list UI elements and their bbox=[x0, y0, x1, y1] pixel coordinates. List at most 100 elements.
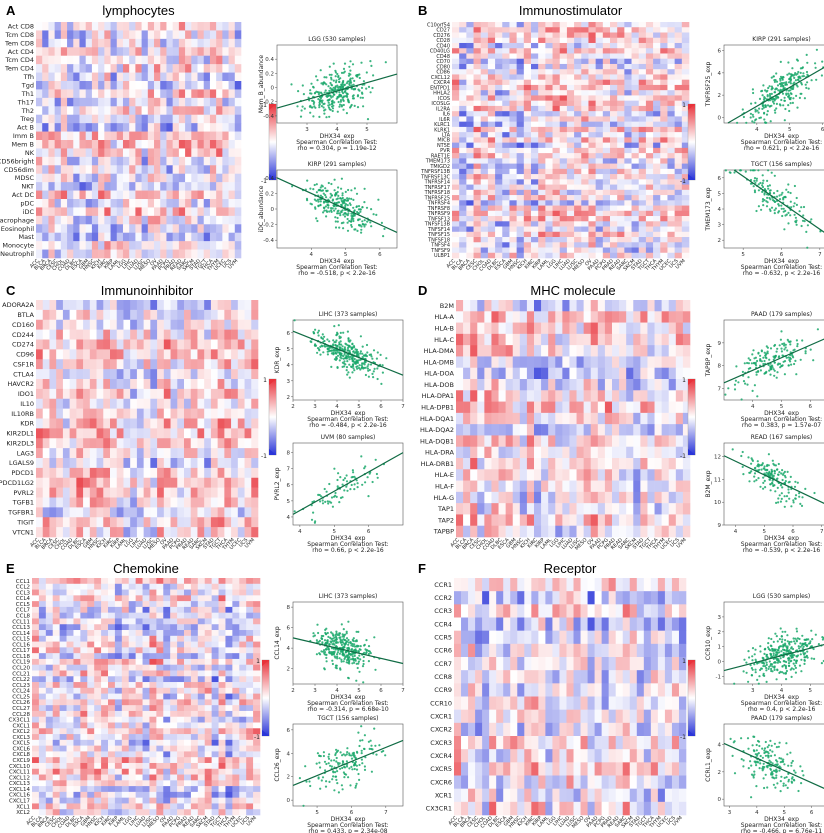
heatmap-cell bbox=[552, 79, 561, 86]
heatmap-cell bbox=[473, 37, 482, 44]
scatter-plot: KIRP (291 samples)4 5 60246DHX34_expSpearm… bbox=[705, 36, 824, 152]
heatmap-cell bbox=[244, 477, 252, 488]
heatmap-cell bbox=[538, 210, 546, 217]
heatmap-cell bbox=[89, 398, 97, 409]
heatmap-cell bbox=[136, 448, 144, 459]
scatter-point bbox=[325, 190, 328, 193]
heatmap-cell bbox=[209, 22, 217, 31]
heatmap-cell bbox=[60, 148, 68, 158]
heatmap-cell bbox=[624, 237, 632, 243]
scatter-point bbox=[372, 370, 375, 373]
x-tick-label: 4 bbox=[335, 127, 339, 133]
heatmap-cell bbox=[509, 126, 517, 133]
heatmap-cell bbox=[523, 22, 532, 28]
heatmap-cell bbox=[574, 205, 582, 212]
heatmap-cell bbox=[143, 458, 151, 469]
heatmap-cell bbox=[459, 63, 467, 70]
heatmap-cell bbox=[552, 84, 561, 91]
heatmap-cell bbox=[566, 189, 575, 196]
heatmap-cell bbox=[552, 42, 561, 49]
scatter-point bbox=[323, 91, 326, 94]
heatmap-cell bbox=[523, 32, 532, 39]
heatmap-cell bbox=[566, 147, 575, 154]
heatmap-cell bbox=[69, 398, 77, 409]
heatmap-cell bbox=[143, 349, 151, 360]
heatmap-cell bbox=[36, 97, 43, 107]
scatter-point bbox=[770, 76, 773, 79]
scatter-point bbox=[345, 369, 348, 372]
heatmap-cell bbox=[96, 408, 104, 419]
scatter-point bbox=[332, 352, 335, 355]
heatmap-cell bbox=[166, 190, 173, 200]
heatmap-cell bbox=[588, 90, 596, 96]
heatmap-cell bbox=[163, 300, 171, 311]
heatmap-cell bbox=[681, 90, 690, 96]
heatmap-cell bbox=[653, 142, 661, 149]
heatmap-cell bbox=[197, 379, 205, 390]
heatmap-cell bbox=[184, 369, 192, 380]
heatmap-cell bbox=[154, 249, 161, 259]
heatmap-cell bbox=[675, 300, 684, 312]
row-label: RAET1E bbox=[431, 153, 450, 159]
heatmap-cell bbox=[674, 242, 683, 248]
stat-test-label: Spearman Correlation Test: bbox=[741, 139, 822, 146]
heatmap-cell bbox=[244, 517, 252, 528]
heatmap-cell bbox=[653, 84, 661, 91]
heatmap-cell bbox=[588, 210, 596, 217]
scatter-point bbox=[348, 81, 352, 84]
heatmap-cell bbox=[170, 428, 178, 439]
heatmap-cell bbox=[103, 309, 111, 321]
heatmap-cell bbox=[91, 22, 99, 31]
scatter-point bbox=[353, 187, 356, 190]
heatmap-cell bbox=[574, 200, 582, 206]
heatmap-cell bbox=[480, 242, 489, 248]
row-label: Tfh bbox=[23, 73, 34, 81]
heatmap-cell bbox=[110, 477, 118, 488]
heatmap-cell bbox=[110, 249, 118, 259]
heatmap-cell bbox=[487, 63, 496, 70]
heatmap-cell bbox=[143, 379, 151, 390]
heatmap-cell bbox=[452, 174, 460, 180]
scatter-point bbox=[353, 369, 356, 372]
heatmap-cell bbox=[452, 231, 460, 238]
heatmap-cell bbox=[237, 349, 245, 360]
heatmap-cell bbox=[473, 48, 482, 54]
heatmap-cell bbox=[91, 72, 99, 82]
heatmap-cell bbox=[185, 89, 192, 99]
heatmap-cell bbox=[566, 168, 575, 175]
heatmap-cell bbox=[129, 72, 136, 82]
heatmap-cell bbox=[647, 322, 655, 335]
heatmap-cell bbox=[62, 458, 70, 469]
heatmap-cell bbox=[79, 182, 86, 191]
heatmap-cell bbox=[197, 319, 205, 330]
heatmap-cell bbox=[538, 53, 546, 60]
heatmap-cell bbox=[516, 252, 525, 259]
heatmap-cell bbox=[452, 168, 460, 175]
heatmap-cell bbox=[62, 428, 70, 439]
row-label: Mast bbox=[18, 233, 34, 241]
heatmap-cell bbox=[143, 497, 151, 508]
heatmap-cell bbox=[516, 189, 525, 196]
heatmap-cell bbox=[645, 158, 654, 164]
heatmap-cell bbox=[76, 527, 84, 538]
heatmap-cell bbox=[163, 507, 171, 518]
scatter-point bbox=[343, 360, 346, 363]
heatmap-cell bbox=[251, 467, 259, 479]
heatmap-cell bbox=[538, 90, 546, 96]
heatmap-cell bbox=[216, 131, 223, 141]
heatmap-cell bbox=[224, 527, 232, 538]
scatter-point bbox=[325, 116, 328, 119]
heatmap-cell bbox=[581, 200, 589, 206]
heatmap-cell bbox=[166, 173, 173, 183]
heatmap-cell bbox=[237, 517, 245, 528]
heatmap-cell bbox=[197, 309, 205, 321]
scatter-point bbox=[301, 84, 304, 87]
heatmap-cell bbox=[89, 497, 97, 508]
heatmap-cell bbox=[178, 215, 186, 225]
heatmap-cell bbox=[116, 106, 124, 116]
scatter-point bbox=[788, 72, 791, 75]
row-label: KLRC1 bbox=[434, 122, 450, 128]
scatter-point bbox=[359, 350, 362, 353]
heatmap-cell bbox=[56, 438, 64, 449]
scatter-point bbox=[349, 220, 353, 223]
